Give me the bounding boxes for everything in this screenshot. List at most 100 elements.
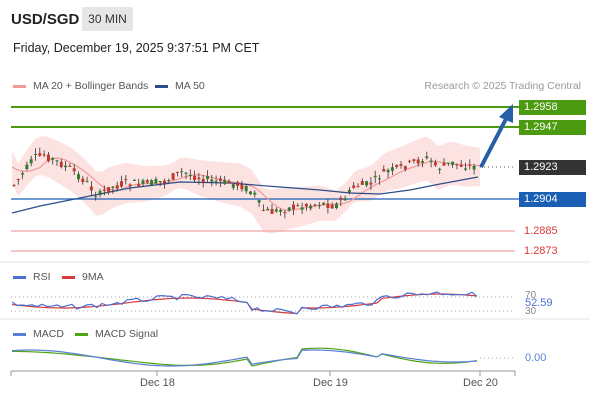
candle-body [472,166,476,170]
legend-macd: MACD [13,328,64,340]
candle-body [373,175,377,178]
candle-body [464,168,467,170]
candle-body [433,162,437,166]
candle-body [240,184,244,190]
candle-body [236,182,240,186]
forecast-arrow-head [499,104,513,123]
candle-body [120,181,123,187]
candle-body [124,179,128,181]
macd-swatch [13,332,26,336]
rsi-70-label: 70 [525,290,537,301]
symbol-title: USD/SGD [11,11,80,28]
candle-body [38,153,42,156]
ma50-swatch [155,84,168,88]
candle-body [29,159,33,164]
candle-body [132,179,136,181]
candle-body [429,160,433,163]
candle-body [408,160,412,162]
candle-body [16,179,20,180]
candle-body [369,182,373,185]
candle-body [395,165,399,167]
ma20-label: MA 20 + Bollinger Bands [33,80,149,92]
candle-body [412,159,416,161]
candle-body [193,175,197,180]
candle-body [21,173,25,175]
timestamp: Friday, December 19, 2025 9:37:51 PM CET [13,41,260,55]
rsi-ma-label: 9MA [82,271,104,283]
candle-body [107,187,111,193]
candle-body [257,200,261,203]
candle-body [296,205,300,207]
candle-body [330,205,334,209]
candle-body [171,173,175,180]
x-tick-dec18: Dec 18 [140,377,175,389]
candle-body [59,161,63,167]
candle-body [266,208,270,211]
candle-body [468,164,472,166]
x-tick-dec19: Dec 19 [313,377,348,389]
candle-body [304,203,308,207]
rsi-swatch [13,275,26,279]
candle-body [64,165,68,168]
candle-body [158,181,162,182]
candle-body [102,189,106,191]
candle-body [231,184,235,188]
candle-body [279,210,283,212]
macd-line [11,349,478,367]
candle-body [347,190,351,193]
candle-body [210,179,214,182]
candle-body [111,186,115,188]
forecast-arrow-shaft [479,116,509,168]
candle-body [184,172,188,174]
support1-label: 1.2885 [524,225,558,237]
candle-body [352,185,356,188]
candle-body [261,209,265,211]
candle-body [55,160,59,162]
candle-body [85,181,89,183]
candle-body [89,186,93,191]
candle-body [115,185,119,189]
candle-body [128,184,132,187]
ma20-swatch [13,84,26,88]
candle-body [339,197,343,201]
candle-body [163,180,166,183]
candle-body [188,174,192,177]
candle-body [287,207,291,211]
candle-body [274,209,278,212]
candle-body [322,202,326,205]
rsi-ma-swatch [62,275,75,279]
legend-ma50: MA 50 [155,80,205,92]
candle-body [51,158,55,160]
resistance2-label: 1.2958 [519,100,586,115]
candle-body [253,192,257,195]
candle-body [227,181,231,184]
candle-body [438,168,442,170]
candle-body [455,163,459,165]
candle-body [399,164,403,166]
candle-body [416,159,420,164]
candle-body [317,205,321,207]
candle-body [356,186,360,188]
candle-body [386,170,390,173]
candles [12,147,476,219]
candle-body [77,174,80,180]
candle-body [214,180,218,182]
candle-body [360,181,364,185]
macd-value-label: 0.00 [525,352,547,364]
timeframe-button[interactable]: 30 MIN [82,7,133,31]
candle-body [197,177,201,180]
x-tick-dec20: Dec 20 [463,377,498,389]
last-price-label: 1.2923 [519,160,586,175]
macd-signal-label: MACD Signal [95,328,159,340]
support2-label: 1.2873 [524,245,558,257]
candle-body [309,205,313,209]
candle-body [382,169,386,172]
candle-body [326,203,330,208]
macd-signal-swatch [75,332,88,336]
candle-body [365,181,369,186]
candle-body [313,204,317,206]
candle-body [218,178,222,181]
candle-body [46,154,50,162]
candle-body [167,180,171,182]
